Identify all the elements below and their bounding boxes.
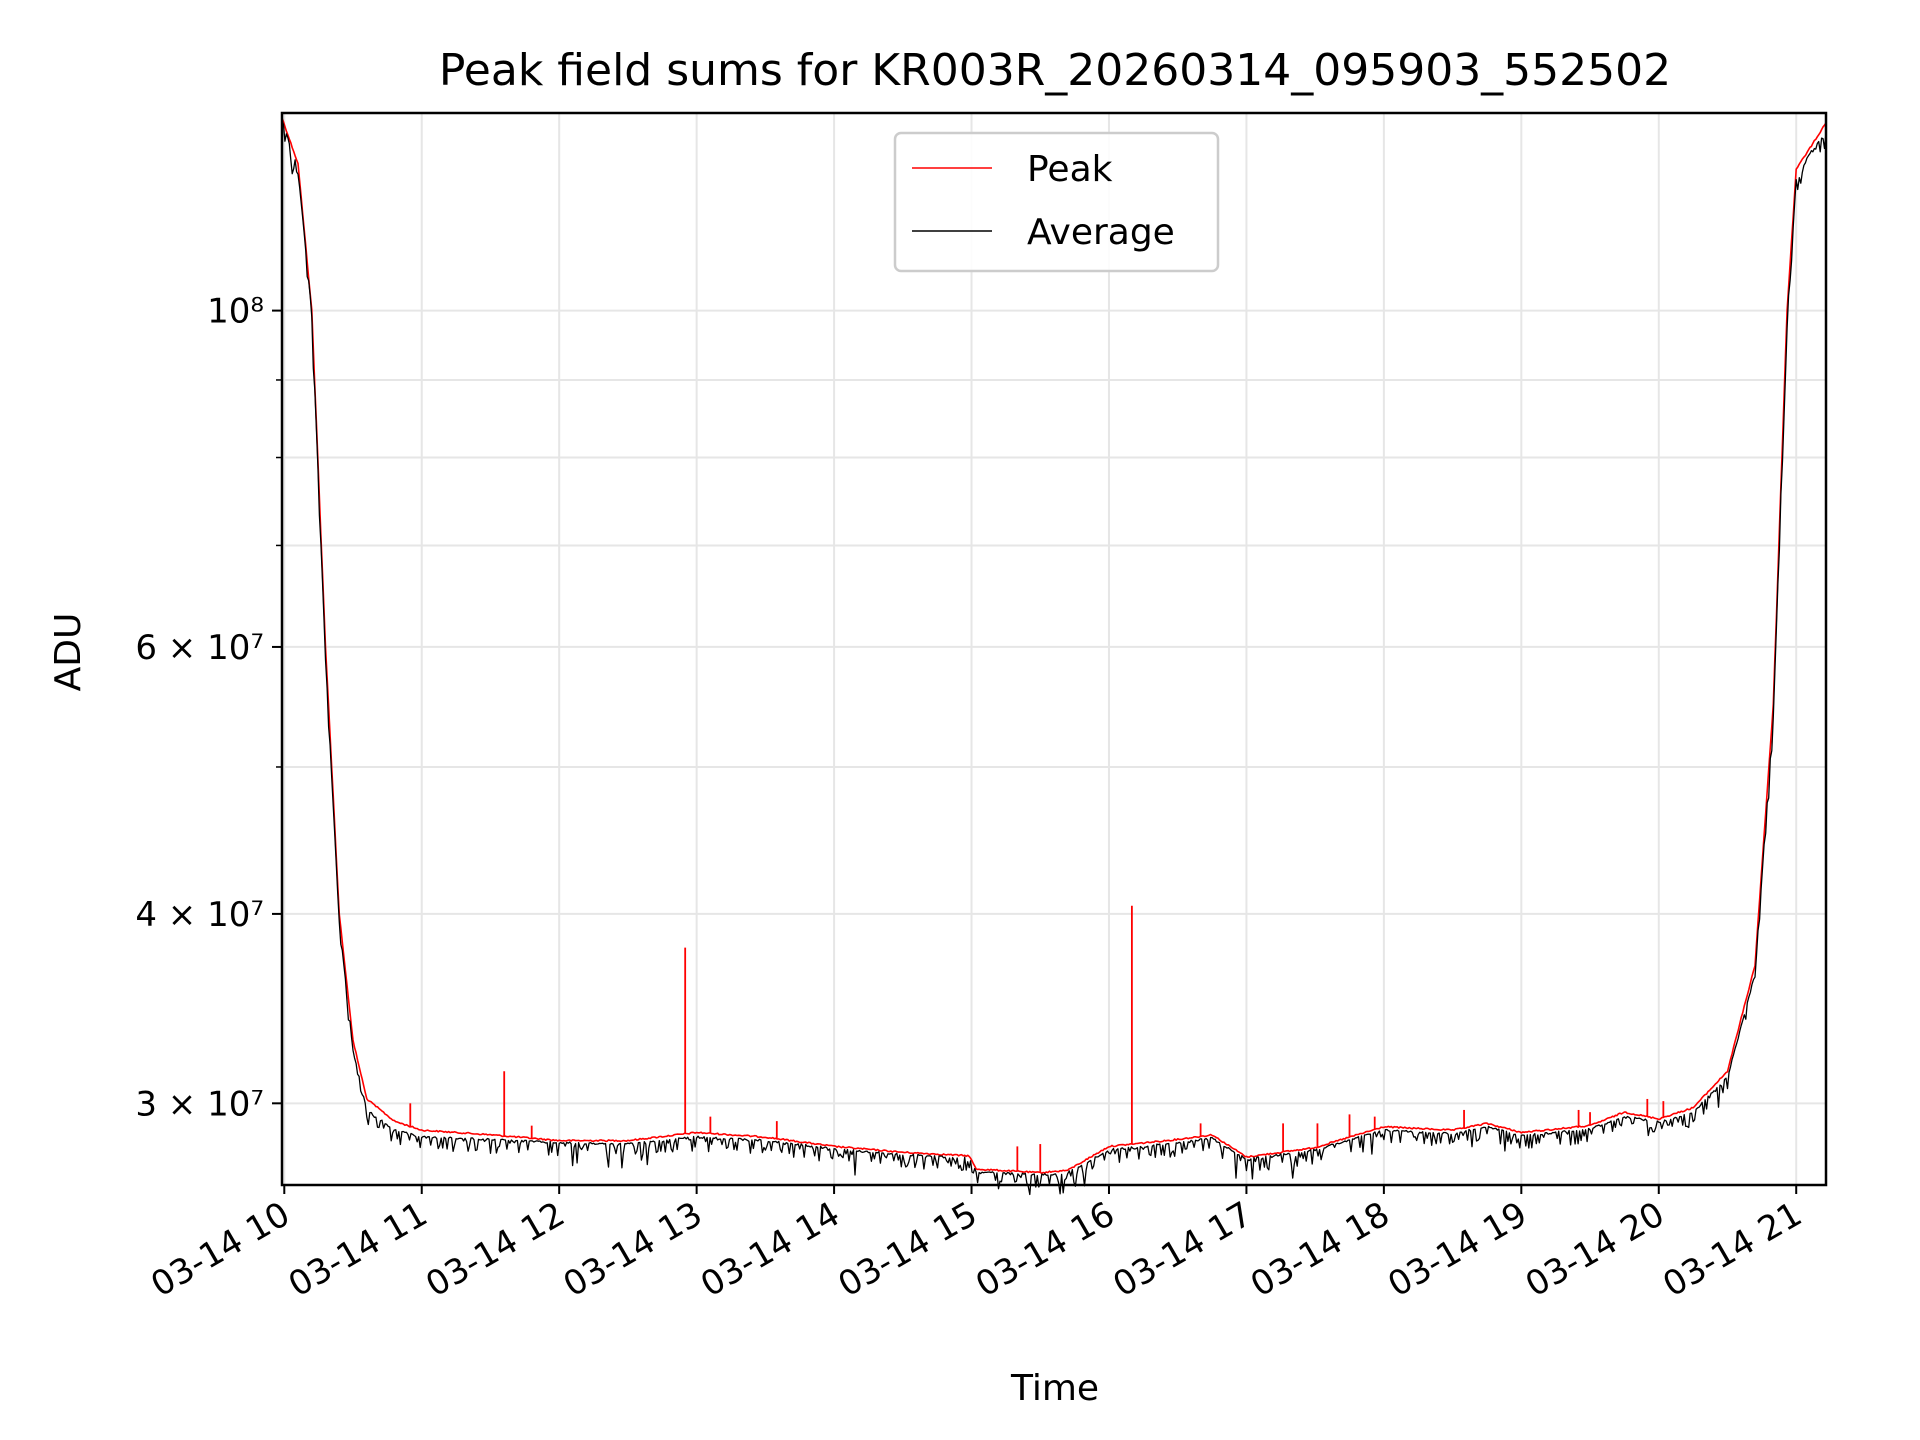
y-tick-label: 4 × 10⁷	[135, 895, 264, 935]
y-tick-label: 10⁸	[207, 292, 264, 332]
series-line-average	[281, 120, 1827, 1196]
chart-title: Peak field sums for KR003R_20260314_0959…	[439, 45, 1671, 96]
series-layer	[281, 117, 1827, 1196]
plot-frame	[280, 111, 1828, 1187]
y-tick-label: 3 × 10⁷	[135, 1084, 264, 1124]
legend-label-peak: Peak	[1027, 149, 1113, 190]
series-line-peak	[281, 117, 1827, 1175]
y-axis-label: ADU	[48, 613, 89, 692]
y-tick-label: 6 × 10⁷	[135, 628, 264, 668]
legend-label-average: Average	[1027, 212, 1175, 253]
grid-layer	[282, 113, 1826, 1185]
legend: Peak Average	[893, 131, 1220, 273]
x-axis-label: Time	[1010, 1368, 1099, 1409]
